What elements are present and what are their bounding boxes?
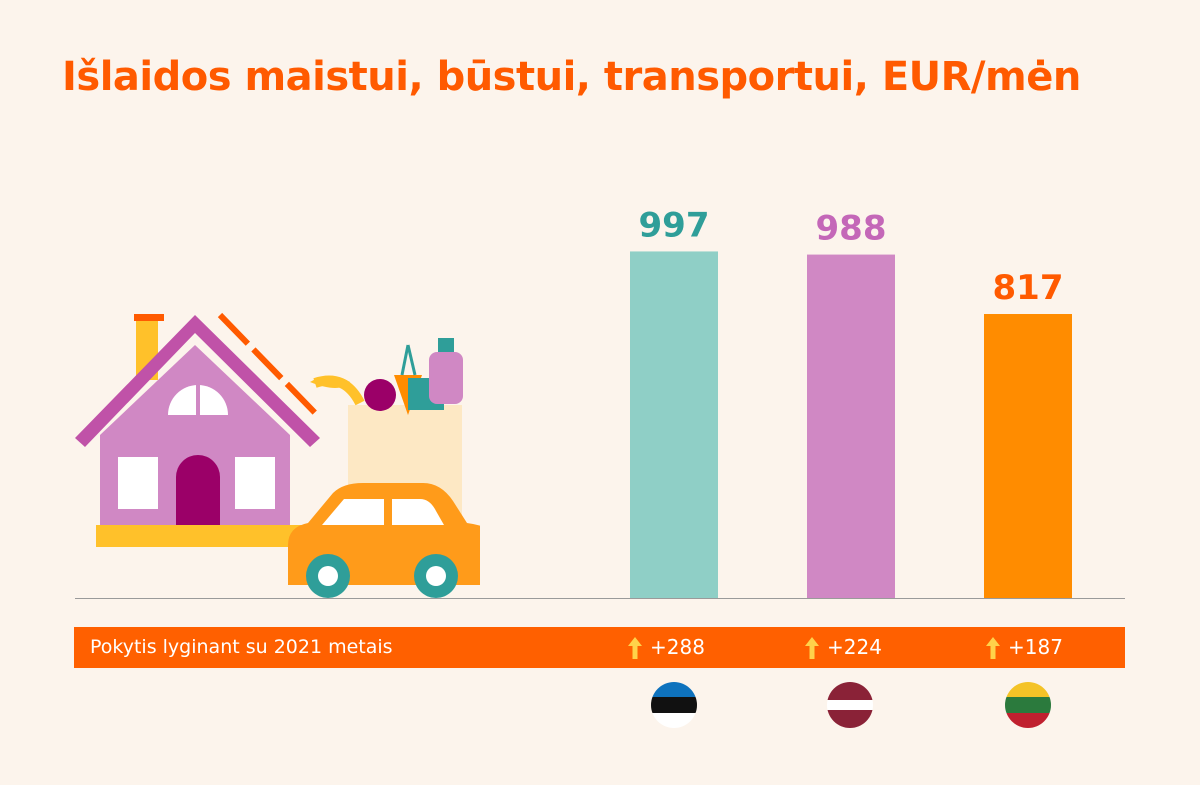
- value-label-estija: 997: [639, 205, 710, 245]
- change-item-estija: +288: [628, 627, 705, 668]
- change-value: +288: [650, 635, 705, 659]
- illustration: [75, 312, 480, 598]
- change-item-lietuva: +187: [986, 627, 1063, 668]
- car-icon: [288, 483, 480, 598]
- change-value: +224: [827, 635, 882, 659]
- chart-title: Išlaidos maistui, būstui, transportui, E…: [62, 54, 1081, 100]
- change-row: Pokytis lyginant su 2021 metais +288 +22…: [74, 627, 1125, 668]
- up-arrow-icon: [805, 636, 819, 659]
- change-row-label: Pokytis lyginant su 2021 metais: [90, 636, 393, 658]
- house-icon: [75, 312, 326, 547]
- bar-latvija: [807, 254, 895, 598]
- up-arrow-icon: [986, 636, 1000, 659]
- flag-lietuva-icon: [1005, 682, 1051, 728]
- bar-estija: [630, 251, 718, 598]
- up-arrow-icon: [628, 636, 642, 659]
- value-label-lietuva: 817: [993, 268, 1064, 308]
- value-label-latvija: 988: [816, 209, 887, 249]
- bar-lietuva: [984, 314, 1072, 598]
- change-value: +187: [1008, 635, 1063, 659]
- flag-latvija-icon: [827, 682, 873, 728]
- flag-estija-icon: [651, 682, 697, 728]
- change-item-latvija: +224: [805, 627, 882, 668]
